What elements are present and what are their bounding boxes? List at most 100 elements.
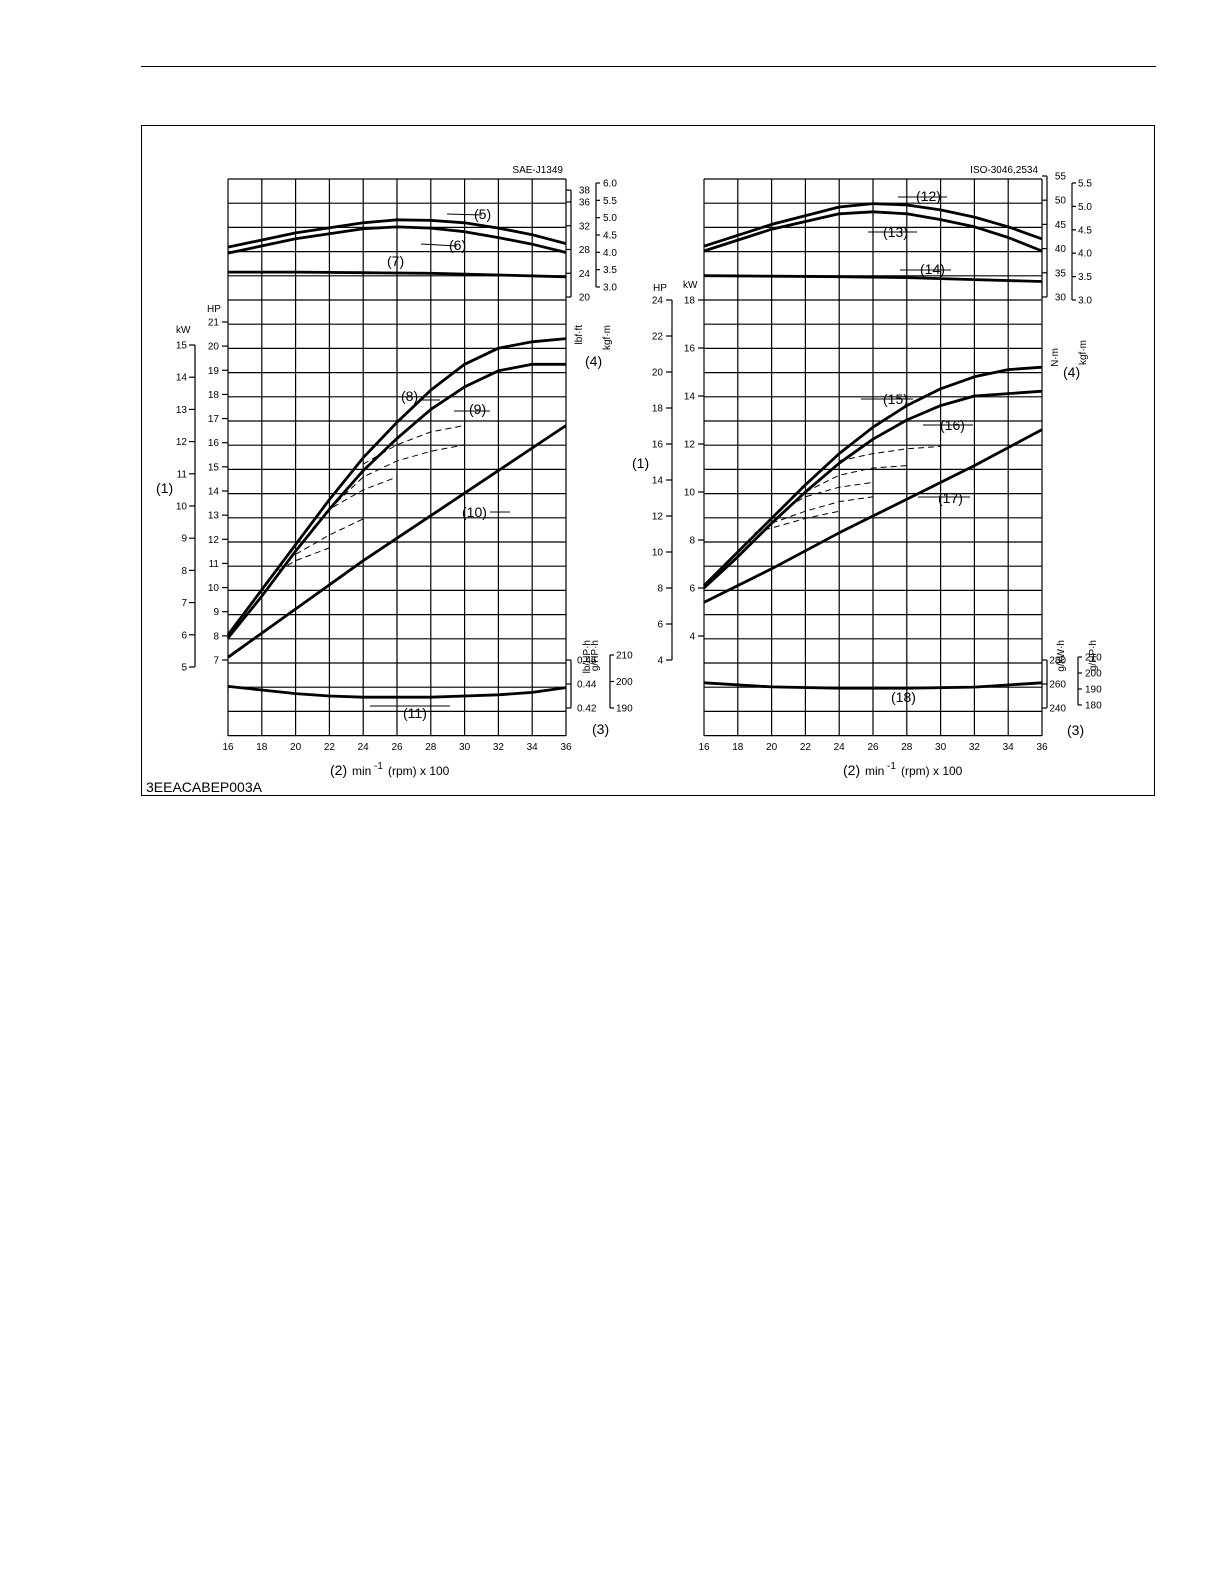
series-label: (9): [469, 401, 486, 417]
series-line: [228, 270, 567, 279]
axis-hp: 7 8 9 10 11 12 13 14 15 16 17 18 19 20 21 HP: [207, 304, 228, 667]
x-tick-label: 36: [1036, 742, 1048, 753]
axis-tick-label: 200: [616, 677, 633, 688]
axis-tick-label: 13: [176, 405, 188, 416]
axis-tick-label: 6: [657, 620, 663, 631]
axis-unit: kW: [683, 280, 698, 291]
axis-tick-label: 200: [1085, 669, 1102, 680]
axis-tick-label: 55: [1055, 172, 1067, 183]
axis-kw: 4 6 8 10 12 14 16 18 kW: [683, 280, 704, 643]
axis-tick-label: 7: [181, 598, 187, 609]
axis-unit: HP: [207, 304, 221, 315]
series-line: [227, 218, 567, 249]
axis-tick-label: 9: [213, 607, 219, 618]
series-label: (17): [938, 490, 963, 506]
axis-nm: 30 35 40 45 50 55 N·m: [1042, 172, 1066, 367]
x-tick-label: 20: [766, 742, 778, 753]
axis-kw: 5 6 7 8 9 10 11 12 13 14 15 kW: [176, 325, 196, 674]
series-leader: [420, 243, 458, 247]
iso-3046-panel: ISO-3046,2534 16 18 20 22 24 26 28 30 32 34 36 (2) mi…: [632, 165, 1102, 778]
callout-power-axis: (1): [156, 480, 173, 496]
axis-tick-label: 4.5: [603, 231, 617, 242]
axis-tick-label: 190: [616, 704, 633, 715]
x-tick-label: 34: [527, 742, 539, 753]
axis-tick-label: 15: [208, 462, 220, 473]
axis-tick-label: 7: [213, 656, 219, 667]
axis-tick-label: 32: [579, 221, 591, 232]
axis-tick-label: 180: [1085, 701, 1102, 712]
axis-tick-label: 9: [181, 534, 187, 545]
x-axis-unit-rest: (rpm) x 100: [901, 764, 963, 778]
axis-unit: g/HP·h: [590, 640, 601, 671]
partial-load-curve: [788, 481, 874, 507]
x-tick-label: 22: [800, 742, 812, 753]
axis-tick-label: 3.0: [1078, 296, 1092, 307]
axis-tick-label: 3.0: [603, 283, 617, 294]
series-leader: [446, 213, 483, 216]
x-tick-label: 18: [732, 742, 744, 753]
x-axis-unit: min: [865, 764, 884, 778]
axis-tick-label: 14: [684, 392, 696, 403]
axis-tick-label: 4.5: [1078, 225, 1092, 236]
x-tick-label: 36: [560, 742, 572, 753]
x-tick-label: 24: [834, 742, 846, 753]
axis-tick-label: 22: [652, 332, 664, 343]
axis-tick-label: 3.5: [603, 265, 617, 276]
series-label: (12): [916, 188, 941, 204]
axis-tick-label: 12: [208, 535, 220, 546]
axis-tick-label: 11: [209, 559, 220, 570]
axis-tick-label: 18: [208, 390, 220, 401]
sae-j1349-panel: SAE-J1349 16 18 20 22 24 26 28 30 32 34 36 (2) min -1 (…: [156, 165, 633, 778]
axis-tick-label: 4.0: [603, 248, 617, 259]
axis-tick-label: 4: [657, 656, 663, 667]
axis-tick-label: 13: [208, 511, 220, 522]
series-line: [227, 424, 567, 659]
x-tick-label: 16: [698, 742, 710, 753]
x-tick-label: 26: [867, 742, 879, 753]
axis-tick-label: 6.0: [603, 179, 617, 190]
x-tick-label: 24: [358, 742, 370, 753]
callout-bsfc-axis: (3): [1067, 722, 1084, 738]
x-tick-label: 30: [935, 742, 947, 753]
axis-unit: N·m: [1050, 348, 1061, 367]
axis-tick-label: 12: [652, 512, 664, 523]
x-tick-label: 22: [324, 742, 336, 753]
header-rule: [141, 66, 1156, 67]
series-line: [703, 389, 1043, 590]
x-tick-label: 32: [969, 742, 981, 753]
axis-tick-label: 8: [213, 631, 219, 642]
axis-tick-label: 40: [1055, 244, 1067, 255]
partial-load-curve: [839, 445, 941, 462]
x-axis-unit-exponent: -1: [374, 761, 383, 772]
x-tick-label: 28: [425, 742, 437, 753]
partial-load-curve: [295, 518, 364, 555]
axis-tick-label: 5.0: [1078, 202, 1092, 213]
axis-tick-label: 18: [684, 296, 696, 307]
series-label: (14): [920, 261, 945, 277]
axis-tick-label: 38: [579, 186, 591, 197]
axis-tick-label: 0.44: [577, 680, 597, 691]
axis-tick-label: 260: [1049, 680, 1066, 691]
axis-tick-label: 210: [1085, 653, 1102, 664]
axis-tick-label: 16: [684, 344, 696, 355]
series-label: (7): [387, 253, 404, 269]
series-line: [226, 362, 566, 639]
axis-tick-label: 3.5: [1078, 272, 1092, 283]
chart-title: ISO-3046,2534: [970, 165, 1038, 176]
figure-frame: [141, 125, 1155, 796]
axis-tick-label: 18: [652, 404, 664, 415]
series-label: (5): [474, 206, 491, 222]
series-line: [703, 365, 1043, 587]
axis-tick-label: 10: [684, 488, 696, 499]
axis-tick-label: 16: [652, 440, 664, 451]
axis-unit: g/HP·h: [1088, 640, 1099, 671]
axis-unit: kgf·m: [602, 325, 613, 350]
axis-tick-label: 210: [616, 651, 633, 662]
x-axis-callout: (2): [843, 762, 860, 778]
axis-tick-label: 190: [1085, 685, 1102, 696]
axis-tick-label: 5.5: [603, 196, 617, 207]
